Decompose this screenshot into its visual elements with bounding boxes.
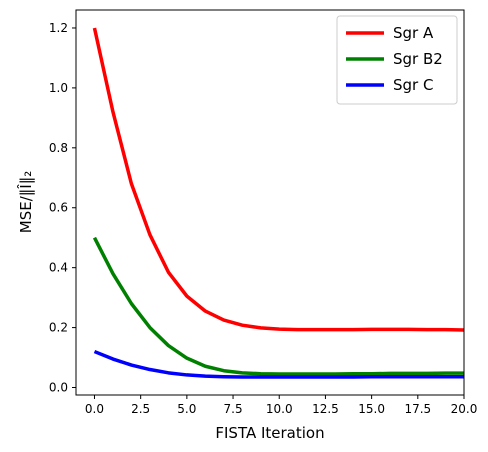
y-tick-label: 0.8 — [49, 141, 68, 155]
x-tick-label: 2.5 — [131, 402, 150, 416]
x-axis-ticks: 0.0 2.5 5.0 7.5 10.0 12.5 15.0 17.5 20.0 — [85, 395, 477, 416]
x-tick-label: 5.0 — [177, 402, 196, 416]
legend-frame — [336, 15, 458, 105]
series-line-sgr-c — [93, 349, 464, 379]
series-line-sgr-b2 — [92, 236, 464, 376]
y-tick-label: 0.6 — [49, 201, 68, 215]
legend: Sgr A Sgr B2 Sgr C — [336, 15, 458, 105]
series-line-sgr-a — [92, 27, 464, 332]
y-tick-label: 0.2 — [49, 321, 68, 335]
series-lines — [92, 27, 464, 379]
plot-frame — [75, 9, 465, 396]
x-tick-label: 17.5 — [404, 402, 431, 416]
x-tick-label: 10.0 — [266, 402, 293, 416]
y-tick-label: 1.0 — [49, 81, 68, 95]
y-tick-label: 1.2 — [49, 21, 68, 35]
y-tick-label: 0.0 — [49, 381, 68, 395]
y-tick-label: 0.4 — [49, 261, 68, 275]
x-axis-label: FISTA Iteration — [215, 424, 324, 442]
x-tick-label: 0.0 — [85, 402, 104, 416]
x-tick-label: 15.0 — [358, 402, 385, 416]
legend-label: Sgr A — [393, 24, 434, 42]
x-tick-label: 12.5 — [312, 402, 339, 416]
legend-label: Sgr C — [393, 76, 433, 94]
y-axis-ticks: 0.0 0.2 0.4 0.6 0.8 1.0 1.2 — [49, 21, 76, 395]
x-tick-label: 7.5 — [224, 402, 243, 416]
y-axis-label: MSE/‖Î‖₂ — [16, 171, 35, 233]
x-tick-label: 20.0 — [451, 402, 478, 416]
legend-label: Sgr B2 — [393, 50, 443, 68]
